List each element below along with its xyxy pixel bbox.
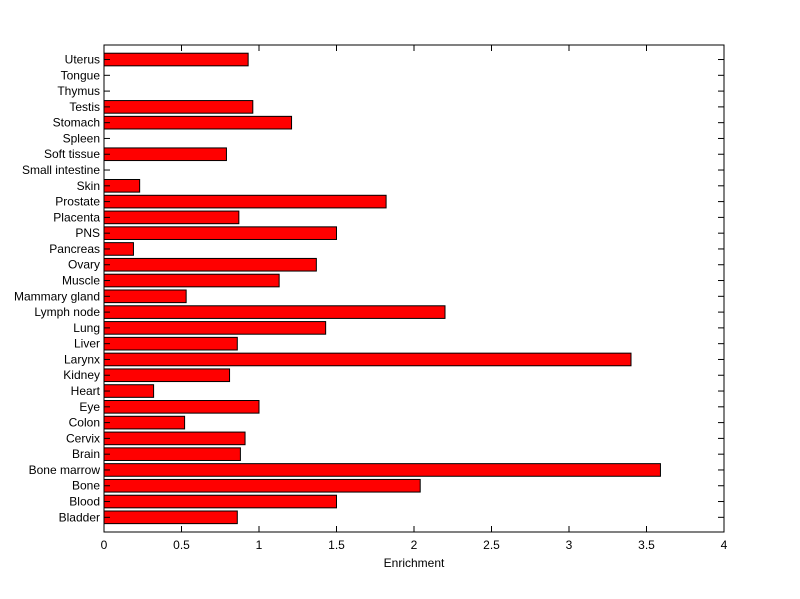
y-tick-label-bone: Bone <box>72 479 100 493</box>
bar-kidney <box>103 368 231 383</box>
y-tick-label-placenta: Placenta <box>53 210 100 224</box>
y-tick-label-blood: Blood <box>69 495 100 509</box>
y-tick-label-soft-tissue: Soft tissue <box>44 147 100 161</box>
y-tick-label-muscle: Muscle <box>62 274 100 288</box>
y-tick-label-bladder: Bladder <box>59 510 100 524</box>
bars-layer <box>103 52 661 525</box>
bar-prostate <box>103 194 387 209</box>
bar-soft-tissue <box>103 147 227 162</box>
x-tick-label-8: 4 <box>721 538 728 552</box>
bar-heart <box>103 384 155 398</box>
y-tick-label-bone-marrow: Bone marrow <box>29 463 101 477</box>
y-tick-label-pns: PNS <box>75 226 100 240</box>
y-tick-label-thymus: Thymus <box>57 84 100 98</box>
bar-pns <box>103 226 337 240</box>
y-tick-label-spleen: Spleen <box>63 131 100 145</box>
x-tick-label-5: 2.5 <box>483 538 500 552</box>
y-tick-label-pancreas: Pancreas <box>49 242 100 256</box>
x-tick-label-0: 0 <box>101 538 108 552</box>
bar-eye <box>103 400 260 414</box>
x-tick-label-4: 2 <box>411 538 418 552</box>
bar-bone <box>103 478 421 493</box>
y-tick-label-lung: Lung <box>73 321 100 335</box>
bar-placenta <box>103 210 240 225</box>
y-tick-label-liver: Liver <box>74 337 100 351</box>
plot-frame <box>103 44 725 533</box>
bar-cervix <box>103 431 246 446</box>
x-tick-label-2: 1 <box>256 538 263 552</box>
bar-bone-marrow <box>103 463 661 477</box>
y-tick-label-tongue: Tongue <box>61 68 101 82</box>
bar-mammary-gland <box>103 289 187 304</box>
bar-liver <box>103 336 238 351</box>
y-tick-label-prostate: Prostate <box>55 195 100 209</box>
y-tick-label-ovary: Ovary <box>68 258 100 272</box>
bar-testis <box>103 100 254 114</box>
bar-muscle <box>103 273 280 288</box>
x-tick-label-7: 3.5 <box>638 538 655 552</box>
x-tick-label-1: 0.5 <box>173 538 190 552</box>
bar-ovary <box>103 257 317 272</box>
x-axis-title: Enrichment <box>384 556 445 570</box>
y-tick-label-larynx: Larynx <box>64 352 100 366</box>
y-tick-label-lymph-node: Lymph node <box>34 305 100 319</box>
y-tick-label-mammary-gland: Mammary gland <box>14 289 100 303</box>
y-tick-label-skin: Skin <box>77 179 100 193</box>
bar-lymph-node <box>103 305 446 319</box>
bar-blood <box>103 494 337 509</box>
y-tick-label-uterus: Uterus <box>65 53 100 67</box>
bar-brain <box>103 447 241 461</box>
y-tick-label-testis: Testis <box>69 100 100 114</box>
y-tick-label-small-intestine: Small intestine <box>22 163 100 177</box>
bar-larynx <box>103 352 632 367</box>
y-tick-label-stomach: Stomach <box>53 116 100 130</box>
bar-uterus <box>103 52 249 67</box>
bar-lung <box>103 321 327 335</box>
y-tick-label-kidney: Kidney <box>63 368 100 382</box>
y-tick-label-cervix: Cervix <box>66 431 100 445</box>
y-tick-label-eye: Eye <box>79 400 100 414</box>
y-tick-label-brain: Brain <box>72 447 100 461</box>
bar-bladder <box>103 510 238 525</box>
x-tick-label-3: 1.5 <box>328 538 345 552</box>
bar-stomach <box>103 115 293 130</box>
x-tick-label-6: 3 <box>566 538 573 552</box>
y-tick-label-colon: Colon <box>69 416 100 430</box>
bar-colon <box>103 415 186 430</box>
y-tick-label-heart: Heart <box>71 384 101 398</box>
